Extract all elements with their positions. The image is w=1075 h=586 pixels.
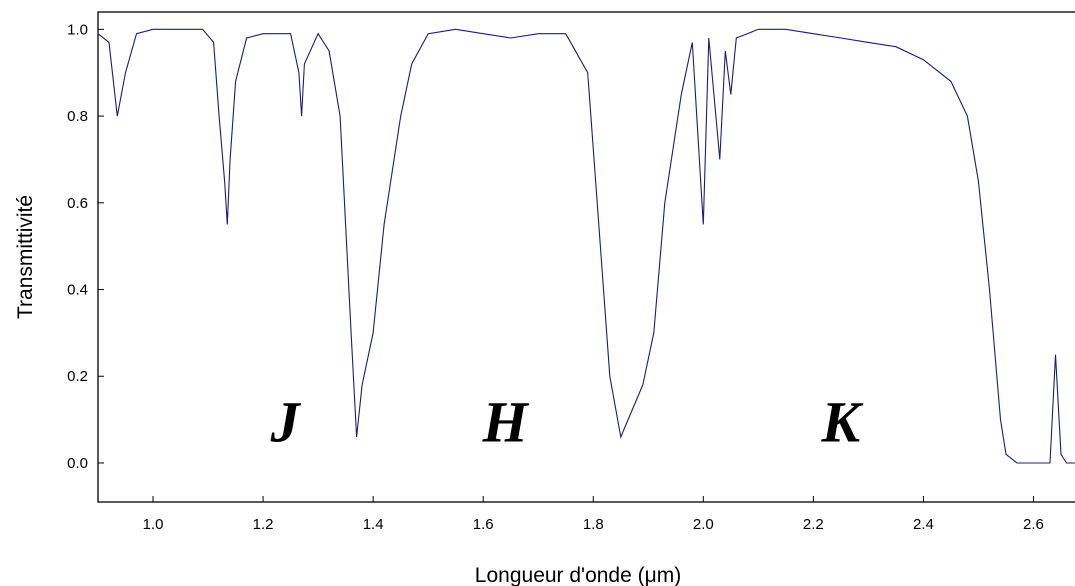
y-tick-label: 0.6 — [67, 195, 88, 212]
y-axis-title: Transmittivité — [14, 195, 37, 319]
y-tick-label: 0.0 — [67, 455, 88, 472]
x-tick-label: 1.4 — [363, 516, 384, 533]
x-tick-label: 1.8 — [583, 516, 604, 533]
series-line — [97, 28, 1075, 464]
band-label-j: J — [270, 389, 302, 454]
x-axis-title: Longueur d'onde (μm) — [475, 564, 681, 586]
band-label-h: H — [482, 389, 530, 454]
y-tick-label: 0.4 — [67, 282, 88, 299]
x-tick-label: 2.2 — [803, 516, 824, 533]
y-tick-label: 0.8 — [67, 108, 88, 125]
plot-frame — [97, 11, 1075, 503]
x-tick-label: 2.0 — [693, 516, 714, 533]
x-tick-label: 2.6 — [1023, 516, 1044, 533]
x-tick-label: 1.2 — [253, 516, 274, 533]
x-tick-label: 1.6 — [473, 516, 494, 533]
y-tick-label: 1.0 — [67, 21, 88, 38]
band-label-k: K — [821, 389, 864, 454]
x-tick-label: 1.0 — [143, 516, 164, 533]
ticks-layer: 1.0 1.2 1.4 1.6 1.8 2.0 2.2 2.4 2.6 0.0 0.2 0.4 0.6 0… — [67, 21, 1044, 533]
x-tick-label: 2.4 — [913, 516, 934, 533]
y-tick-label: 0.2 — [67, 368, 88, 385]
